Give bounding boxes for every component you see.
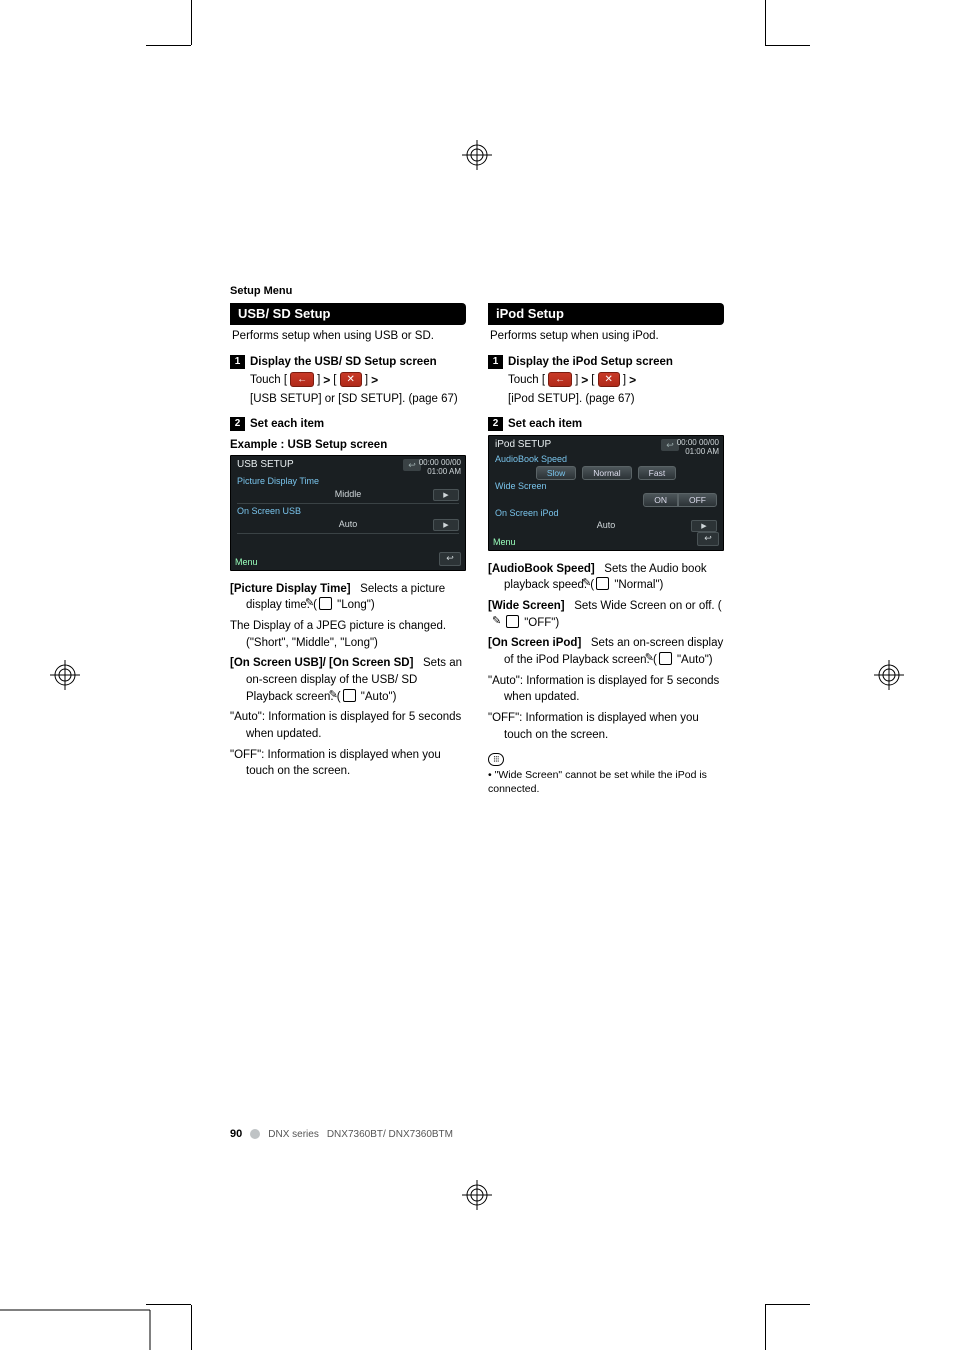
step-1-title: Display the USB/ SD Setup screen xyxy=(250,356,437,368)
page-footer: 90 DNX series DNX7360BT/ DNX7360BTM xyxy=(230,1128,453,1140)
crop-mark xyxy=(191,1305,192,1350)
ss-title: USB SETUP xyxy=(237,459,294,470)
ss-title: iPod SETUP xyxy=(495,439,551,450)
ss-row2-value: Auto xyxy=(339,519,358,529)
osu-auto: "Auto": Information is displayed for 5 s… xyxy=(246,709,466,742)
corner-fold-icon xyxy=(0,1160,190,1350)
pdt-line2: The Display of a JPEG picture is changed… xyxy=(246,618,466,651)
default-icon xyxy=(319,597,332,610)
step-1-tail: [USB SETUP] or [SD SETUP]. (page 67) xyxy=(250,391,458,407)
step-number-2: 2 xyxy=(488,417,503,431)
crop-mark xyxy=(146,45,191,46)
pdt-default: "Long") xyxy=(334,599,375,611)
step-number-2: 2 xyxy=(230,417,245,431)
ipod-heading: iPod Setup xyxy=(488,303,724,325)
registration-mark-top xyxy=(462,140,492,170)
step-1-tail: [iPod SETUP]. (page 67) xyxy=(508,391,635,407)
ws-term: [Wide Screen] xyxy=(488,600,565,612)
section-label: Setup Menu xyxy=(230,285,724,297)
usb-sd-heading: USB/ SD Setup xyxy=(230,303,466,325)
ss-row2-label: Wide Screen xyxy=(495,481,547,491)
step-1-body: Touch [ ←] > [✕] > [iPod SETUP]. (page 6… xyxy=(508,372,724,408)
osi-auto: "Auto": Information is displayed for 5 s… xyxy=(504,673,724,706)
ss-row2-label: On Screen USB xyxy=(237,506,301,516)
registration-mark-right xyxy=(874,660,904,690)
note-icon: ⁝⁝⁝ xyxy=(488,753,504,766)
step-2-title: Set each item xyxy=(250,418,324,430)
crop-mark xyxy=(765,45,810,46)
osi-off: "OFF": Information is displayed when you… xyxy=(504,710,724,743)
ss-return-button[interactable]: ↩ xyxy=(439,552,461,566)
ws-on-button[interactable]: ON xyxy=(643,493,678,507)
footer-series: DNX series xyxy=(268,1129,319,1140)
registration-mark-bottom xyxy=(462,1180,492,1210)
ss-row3-value: Auto xyxy=(597,520,616,530)
crop-mark xyxy=(191,0,192,45)
ss-row3-label: On Screen iPod xyxy=(495,508,559,518)
osu-term: [On Screen USB]/ [On Screen SD] xyxy=(230,657,413,669)
pdt-term: [Picture Display Time] xyxy=(230,583,351,595)
touch-label: Touch [ xyxy=(508,372,545,388)
ipod-intro: Performs setup when using iPod. xyxy=(490,329,724,345)
ss-next-button[interactable]: ▶ xyxy=(433,489,459,501)
speed-slow-button[interactable]: Slow xyxy=(536,466,576,480)
ss-row1-label: Picture Display Time xyxy=(237,476,319,486)
abs-term: [AudioBook Speed] xyxy=(488,563,595,575)
example-label: Example : USB Setup screen xyxy=(230,439,466,451)
speed-fast-button[interactable]: Fast xyxy=(638,466,677,480)
chevron-icon: > xyxy=(323,372,330,389)
default-icon xyxy=(506,615,519,628)
right-definitions: [AudioBook Speed] Sets the Audio book pl… xyxy=(488,561,724,744)
step-2-title: Set each item xyxy=(508,418,582,430)
osu-default: "Auto") xyxy=(358,691,397,703)
crop-mark xyxy=(765,0,766,45)
back-softkey-icon: ← xyxy=(290,372,314,387)
ss-clock: 00:00 00/0001:00 AM xyxy=(419,459,461,477)
touch-label: Touch [ xyxy=(250,372,287,388)
tool-softkey-icon: ✕ xyxy=(340,372,362,387)
abs-default: "Normal") xyxy=(611,579,663,591)
footer-models: DNX7360BT/ DNX7360BTM xyxy=(327,1129,453,1140)
osu-off: "OFF": Information is displayed when you… xyxy=(246,747,466,780)
ipod-setup-screenshot: iPod SETUP ↩ 00:00 00/0001:00 AM AudioBo… xyxy=(488,435,724,550)
ws-default: "OFF") xyxy=(521,617,559,629)
default-icon xyxy=(596,577,609,590)
ss-row1-value: Middle xyxy=(335,489,362,499)
chevron-icon: > xyxy=(581,372,588,389)
osi-term: [On Screen iPod] xyxy=(488,637,581,649)
ipod-setup-column: iPod Setup Performs setup when using iPo… xyxy=(488,303,724,797)
usb-setup-screenshot: USB SETUP ↩ 00:00 00/0001:00 AM Picture … xyxy=(230,455,466,570)
ss-return-button[interactable]: ↩ xyxy=(697,532,719,546)
registration-mark-left xyxy=(50,660,80,690)
ss-menu-button[interactable]: Menu xyxy=(493,537,516,547)
crop-mark xyxy=(765,1305,766,1350)
chevron-icon: > xyxy=(629,372,636,389)
back-softkey-icon: ← xyxy=(548,372,572,387)
chevron-icon: > xyxy=(371,372,378,389)
speed-normal-button[interactable]: Normal xyxy=(582,466,631,480)
ws-off-button[interactable]: OFF xyxy=(678,493,717,507)
note-text: "Wide Screen" cannot be set while the iP… xyxy=(488,768,724,796)
tool-softkey-icon: ✕ xyxy=(598,372,620,387)
crop-mark xyxy=(765,1304,810,1305)
usb-sd-setup-column: USB/ SD Setup Performs setup when using … xyxy=(230,303,466,797)
ss-menu-button[interactable]: Menu xyxy=(235,557,258,567)
footer-dot-icon xyxy=(250,1129,260,1139)
page-number: 90 xyxy=(230,1128,242,1140)
left-definitions: [Picture Display Time] Selects a picture… xyxy=(230,581,466,780)
ws-desc: Sets Wide Screen on or off. ( xyxy=(574,600,721,612)
step-number-1: 1 xyxy=(230,355,245,369)
ss-next-button[interactable]: ▶ xyxy=(691,520,717,532)
usb-sd-intro: Performs setup when using USB or SD. xyxy=(232,329,466,345)
step-number-1: 1 xyxy=(488,355,503,369)
osi-default: "Auto") xyxy=(674,654,713,666)
default-icon xyxy=(659,652,672,665)
ss-next-button[interactable]: ▶ xyxy=(433,519,459,531)
step-1-body: Touch [ ←] > [✕] > [USB SETUP] or [SD SE… xyxy=(250,372,466,408)
step-1-title: Display the iPod Setup screen xyxy=(508,356,673,368)
ss-row1-label: AudioBook Speed xyxy=(495,454,567,464)
default-icon xyxy=(343,689,356,702)
